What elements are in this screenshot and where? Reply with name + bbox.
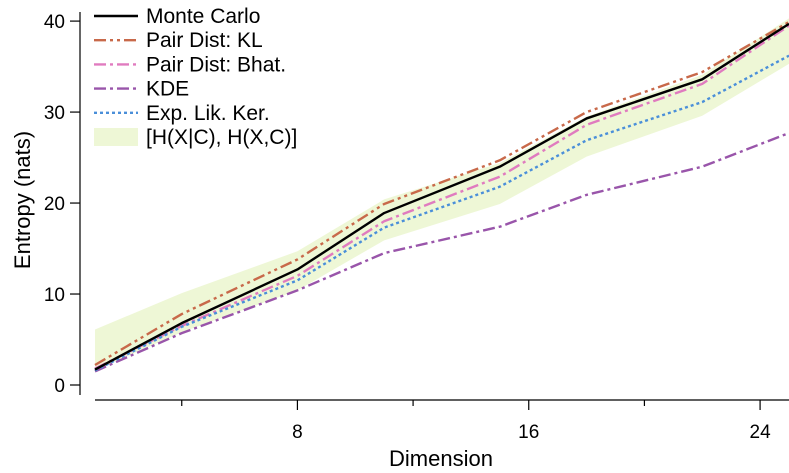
- series-line-monte-carlo: [94, 22, 789, 371]
- y-tick-label: 10: [44, 285, 65, 306]
- x-tick-label: 16: [518, 422, 539, 443]
- x-tick-label: 8: [292, 422, 303, 443]
- x-axis-title: Dimension: [389, 446, 493, 471]
- legend-label-monte-carlo: Monte Carlo: [146, 5, 260, 28]
- series-line-pair-dist-bhat: [94, 24, 789, 370]
- legend-label-pair-dist-bhat: Pair Dist: Bhat.: [146, 53, 286, 76]
- x-tick-label: 24: [750, 422, 772, 443]
- series-line-pair-dist-kl: [94, 20, 789, 367]
- y-tick-label: 20: [44, 194, 65, 215]
- legend-label-band: [H(X|C), H(X,C)]: [146, 126, 297, 149]
- legend-label-kde: KDE: [146, 78, 189, 101]
- ticks-layer: 0 10 20 30 40 8 16 24: [44, 12, 771, 443]
- series-line-exp-lik-ker: [94, 54, 789, 372]
- y-tick-label: 40: [44, 12, 65, 33]
- series-line-kde: [94, 131, 789, 373]
- y-tick-label: 30: [44, 103, 65, 124]
- series-lines-layer: [94, 20, 789, 373]
- legend-label-exp-lik-ker: Exp. Lik. Ker.: [146, 102, 270, 125]
- y-tick-label: 0: [54, 376, 65, 397]
- legend-label-pair-dist-kl: Pair Dist: KL: [146, 29, 263, 52]
- legend-swatch-band: [94, 128, 138, 146]
- y-axis-title: Entropy (nats): [10, 131, 35, 269]
